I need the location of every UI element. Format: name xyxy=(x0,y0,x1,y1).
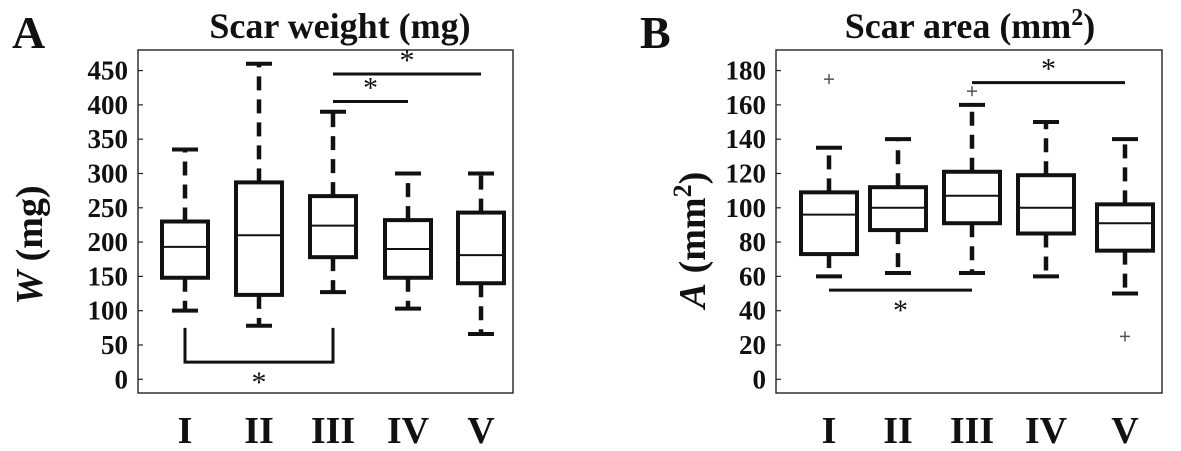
chart-title-text: Scar weight (mg) xyxy=(209,6,470,46)
box-V xyxy=(456,171,506,337)
significance-star: * xyxy=(252,366,267,399)
outlier-point xyxy=(824,74,834,85)
x-tick-label: I xyxy=(822,410,837,451)
y-tick-label: 140 xyxy=(726,124,767,154)
panel-a-scar-weight: A Scar weight (mg) 0 50 100 150 200 250 300 350 40… xyxy=(9,6,514,451)
y-axis-label: A (mm2) xyxy=(668,172,715,310)
chart-title-superscript: 2 xyxy=(1071,5,1083,31)
plot-frame xyxy=(137,49,514,394)
significance-star: * xyxy=(1041,53,1056,86)
y-tick-label: 120 xyxy=(726,158,767,188)
y-tick-label: 0 xyxy=(753,364,767,394)
y-tick-label: 50 xyxy=(101,330,128,360)
y-axis-label-symbol: A xyxy=(672,283,714,310)
y-axis-label-symbol: W xyxy=(9,268,51,305)
box-body xyxy=(942,169,1002,226)
box-III xyxy=(942,102,1002,275)
y-tick-label: 400 xyxy=(88,90,129,120)
box-body xyxy=(160,219,210,280)
y-tick-label: 160 xyxy=(726,90,767,120)
x-tick-label: I xyxy=(178,410,193,451)
chart-title: Scar area (mm2) xyxy=(845,5,1096,46)
box-body xyxy=(1095,202,1155,253)
chart-title: Scar weight (mg) xyxy=(209,6,470,46)
x-tick-label: V xyxy=(467,410,495,451)
panel-label: A xyxy=(12,7,45,58)
box-IV xyxy=(383,171,433,311)
box-II xyxy=(868,137,928,275)
box-body xyxy=(234,180,284,297)
x-tick-label: V xyxy=(1111,410,1139,451)
y-tick-label: 350 xyxy=(88,124,129,154)
y-axis-label-unit: (mg) xyxy=(9,185,51,270)
outlier-point xyxy=(967,86,977,97)
y-tick-label: 450 xyxy=(88,56,129,86)
panel-label: B xyxy=(640,7,671,58)
y-axis-label-end: ) xyxy=(672,172,714,185)
significance-marker: * xyxy=(972,53,1125,86)
y-axis-label-superscript: 2 xyxy=(668,184,697,197)
y-tick-label: 0 xyxy=(115,364,129,394)
box-body xyxy=(799,190,859,257)
box-III xyxy=(308,109,358,295)
y-tick-label: 200 xyxy=(88,227,129,257)
y-tick-label: 300 xyxy=(88,158,129,188)
y-tick-label: 250 xyxy=(88,193,129,223)
plot-frame xyxy=(775,49,1163,394)
box-V xyxy=(1095,137,1155,296)
y-axis-label-unit: (mm xyxy=(672,197,714,282)
x-tick-label: IV xyxy=(1025,410,1068,451)
x-tick-label: IV xyxy=(387,410,430,451)
y-tick-label: 100 xyxy=(726,193,767,223)
chart-title-end: ) xyxy=(1083,6,1095,46)
significance-star: * xyxy=(400,44,415,77)
box-I xyxy=(160,147,210,313)
x-tick-label: III xyxy=(311,410,355,451)
significance-marker: * xyxy=(333,44,481,77)
y-tick-label: 80 xyxy=(739,227,766,257)
significance-marker: * xyxy=(333,71,408,104)
box-IV xyxy=(1016,120,1076,279)
significance-star: * xyxy=(363,71,378,104)
significance-marker: * xyxy=(829,288,972,327)
outlier-point xyxy=(1120,331,1130,342)
y-tick-label: 60 xyxy=(739,261,766,291)
x-tick-label: II xyxy=(883,410,913,451)
box-I xyxy=(799,145,859,279)
box-body xyxy=(456,210,506,286)
y-tick-label: 100 xyxy=(88,296,129,326)
y-tick-label: 150 xyxy=(88,261,129,291)
y-tick-label: 20 xyxy=(739,330,766,360)
box-II xyxy=(234,61,284,328)
box-body xyxy=(1016,173,1076,236)
x-tick-label: III xyxy=(950,410,994,451)
panel-b-scar-area: B Scar area (mm2)020406080100120140160180… xyxy=(640,5,1163,451)
y-tick-label: 40 xyxy=(739,296,766,326)
y-axis-label: W (mg) xyxy=(9,185,51,304)
box-body xyxy=(308,194,358,260)
significance-star: * xyxy=(893,294,908,327)
chart-title-text: Scar area (mm xyxy=(845,6,1072,46)
significance-bracket xyxy=(183,327,335,364)
significance-marker: * xyxy=(183,327,335,399)
y-tick-label: 180 xyxy=(726,56,767,86)
x-tick-label: II xyxy=(244,410,274,451)
